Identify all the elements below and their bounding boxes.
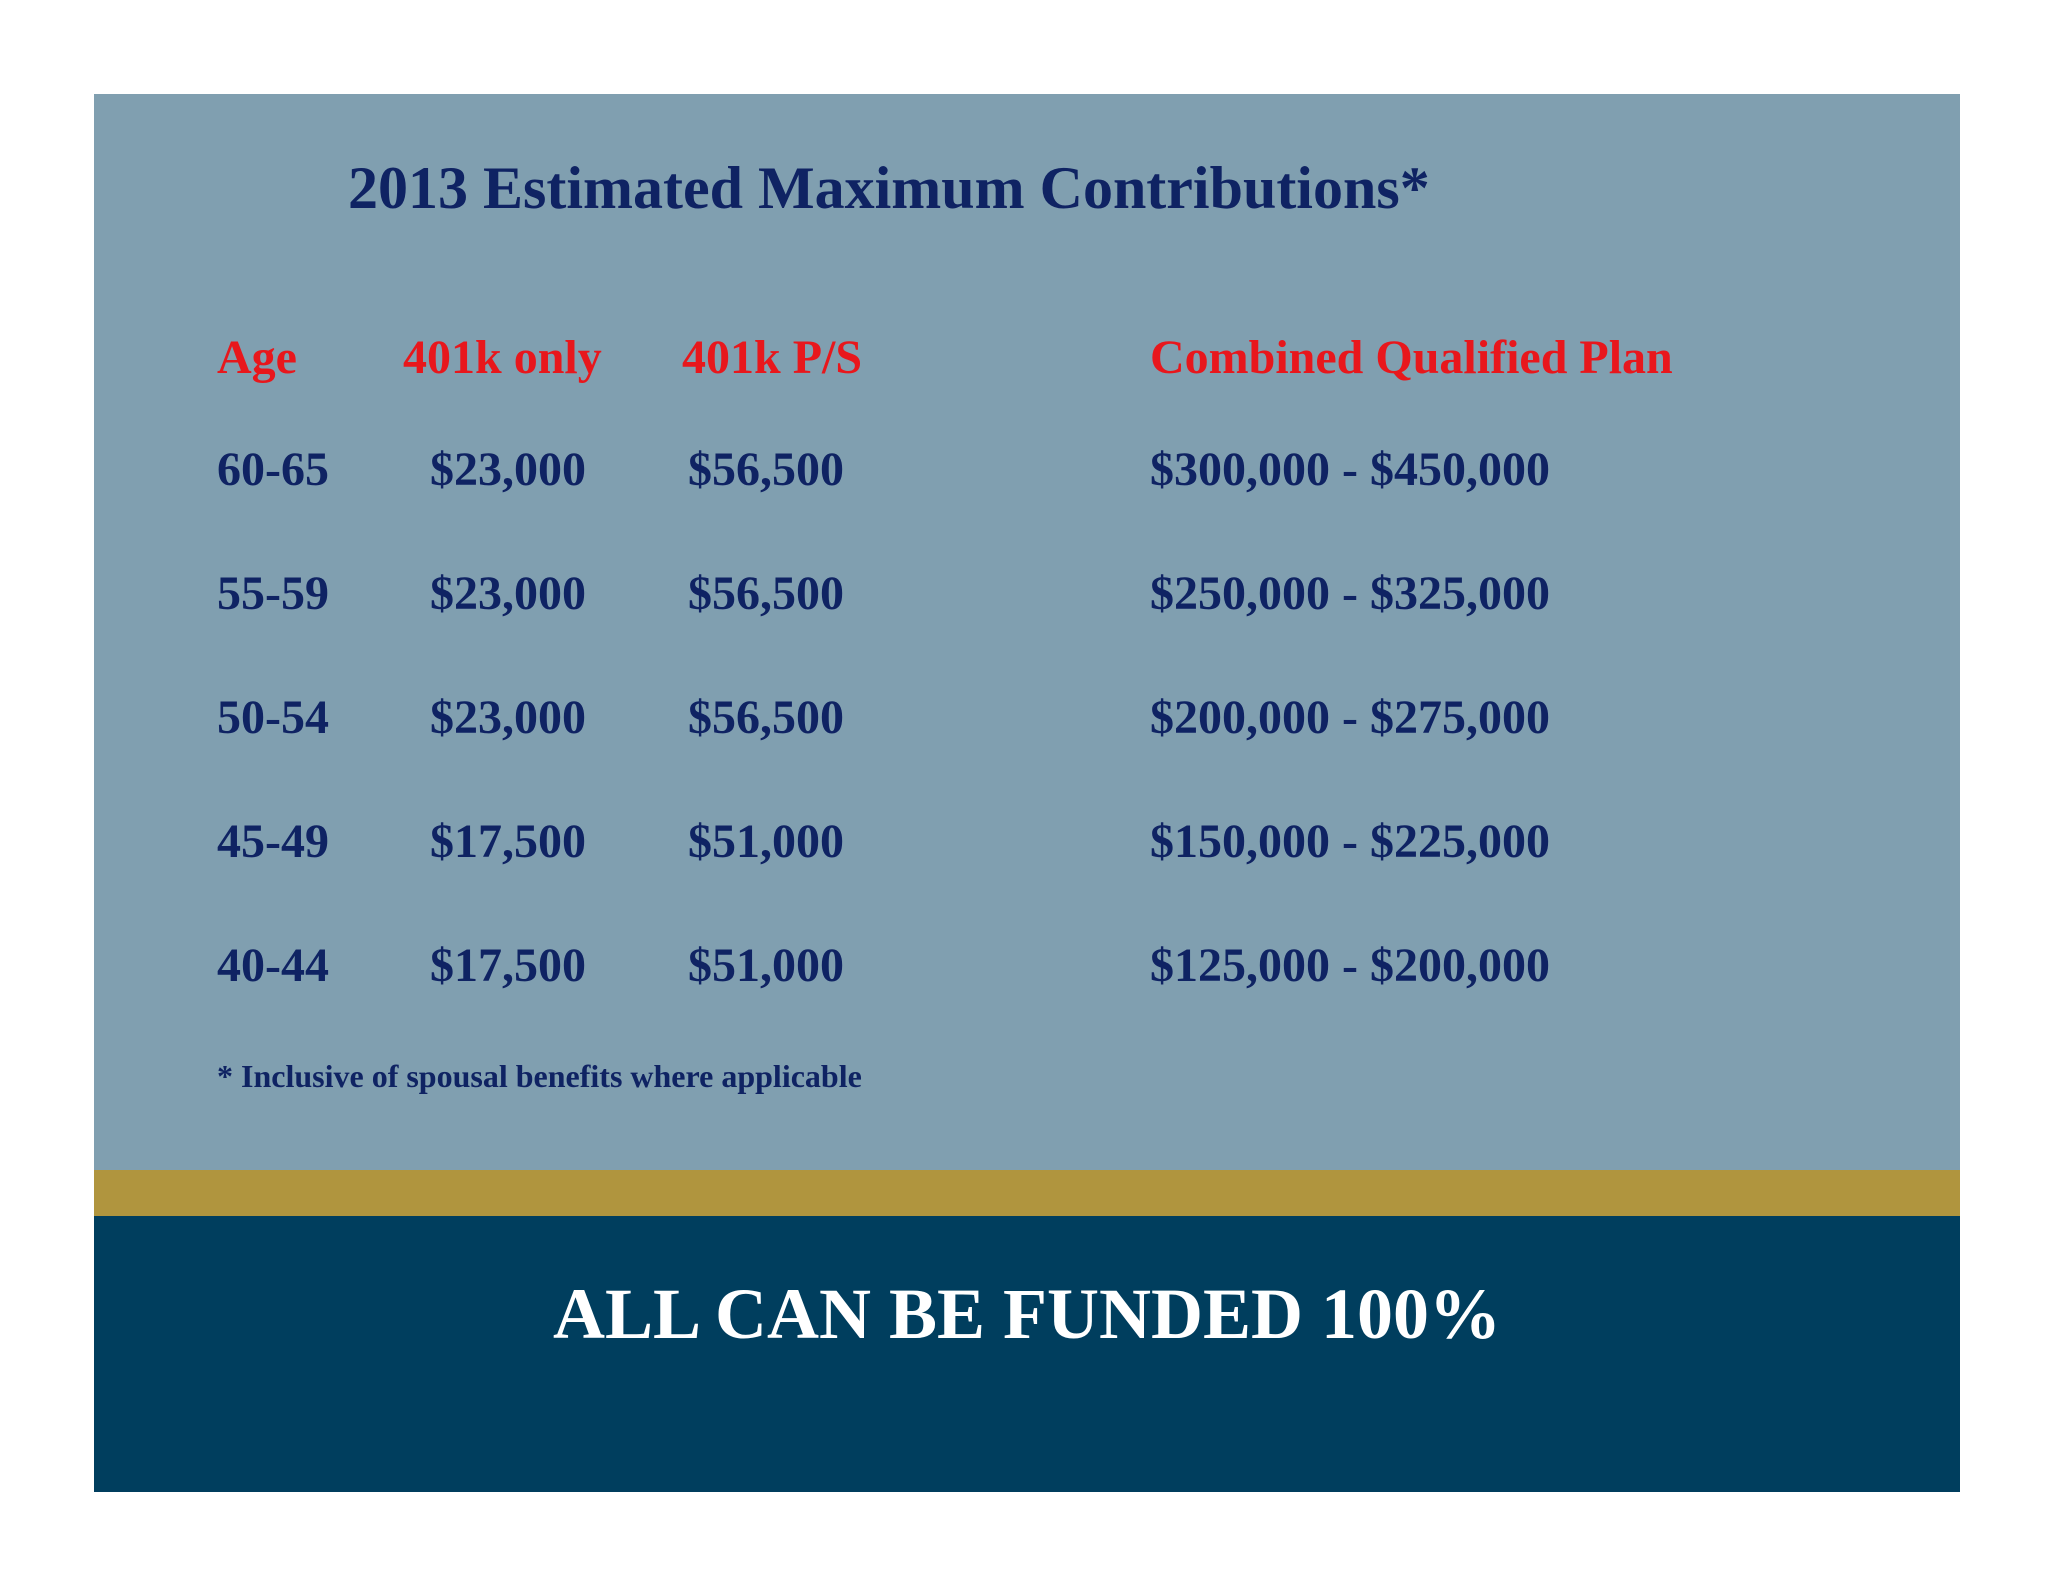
banner-panel [94, 1216, 1960, 1492]
header-combined-plan: Combined Qualified Plan [1150, 331, 1673, 384]
cell-401k-only: $17,500 [430, 815, 586, 868]
cell-age: 40-44 [217, 939, 329, 992]
header-401k-only: 401k only [403, 331, 602, 384]
cell-combined-plan: $300,000 - $450,000 [1150, 443, 1550, 496]
cell-401k-ps: $56,500 [688, 691, 844, 744]
banner-headline: ALL CAN BE FUNDED 100% [552, 1274, 1502, 1354]
cell-age: 55-59 [217, 567, 329, 620]
slide-title: 2013 Estimated Maximum Contributions* [348, 155, 1430, 221]
content-panel [94, 94, 1960, 1170]
cell-combined-plan: $125,000 - $200,000 [1150, 939, 1550, 992]
cell-401k-ps: $56,500 [688, 443, 844, 496]
header-age: Age [217, 331, 297, 384]
cell-401k-ps: $51,000 [688, 815, 844, 868]
cell-401k-only: $23,000 [430, 691, 586, 744]
cell-combined-plan: $250,000 - $325,000 [1150, 567, 1550, 620]
cell-401k-only: $23,000 [430, 567, 586, 620]
gold-divider-bar [94, 1170, 1960, 1216]
cell-401k-only: $17,500 [430, 939, 586, 992]
cell-401k-ps: $56,500 [688, 567, 844, 620]
slide: 2013 Estimated Maximum Contributions* Ag… [94, 94, 1960, 1492]
cell-401k-ps: $51,000 [688, 939, 844, 992]
cell-401k-only: $23,000 [430, 443, 586, 496]
header-401k-ps: 401k P/S [682, 331, 863, 384]
cell-age: 50-54 [217, 691, 329, 744]
cell-combined-plan: $150,000 - $225,000 [1150, 815, 1550, 868]
footnote: * Inclusive of spousal benefits where ap… [217, 1058, 862, 1094]
cell-age: 60-65 [217, 443, 329, 496]
cell-combined-plan: $200,000 - $275,000 [1150, 691, 1550, 744]
cell-age: 45-49 [217, 815, 329, 868]
